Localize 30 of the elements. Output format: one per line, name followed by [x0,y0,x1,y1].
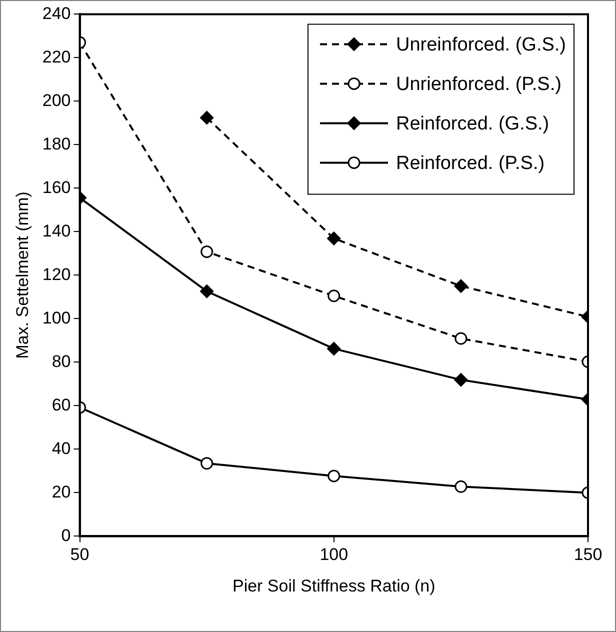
x-tick-label: 150 [574,545,602,564]
y-tick-label: 160 [42,178,71,197]
y-tick-label: 200 [42,90,71,110]
y-axis-title: Max. Settelment (mm) [12,192,32,359]
point [327,232,341,246]
y-tick-label: 240 [42,4,71,23]
y-tick-label: 100 [42,308,71,328]
legend-label: Unrienforced. (P.S.) [396,74,562,95]
y-tick-label: 40 [52,438,71,458]
point [328,470,340,482]
point [200,245,214,258]
y-tick-label: 20 [52,482,71,502]
x-tick-label: 100 [320,545,348,564]
point [327,342,341,356]
x-tick-label: 50 [70,545,90,564]
y-tick-label: 0 [61,526,71,545]
point [200,457,214,470]
y-tick-label: 140 [42,221,71,240]
y-tick-label: 180 [42,134,71,154]
point [328,290,340,302]
legend-label: Reinforced. (P.S.) [396,152,545,174]
point [200,284,214,298]
y-tick-label: 220 [42,47,71,66]
y-tick-label: 60 [52,395,71,414]
point [200,110,214,124]
y-tick-label: 120 [42,264,71,284]
x-axis-title: Pier Soil Stiffness Ratio (n) [232,576,436,596]
legend-label: Reinforced. (G.S.) [396,113,550,134]
legend-label: Unreinforced. (G.S.) [396,34,566,56]
y-tick-label: 80 [52,352,71,371]
